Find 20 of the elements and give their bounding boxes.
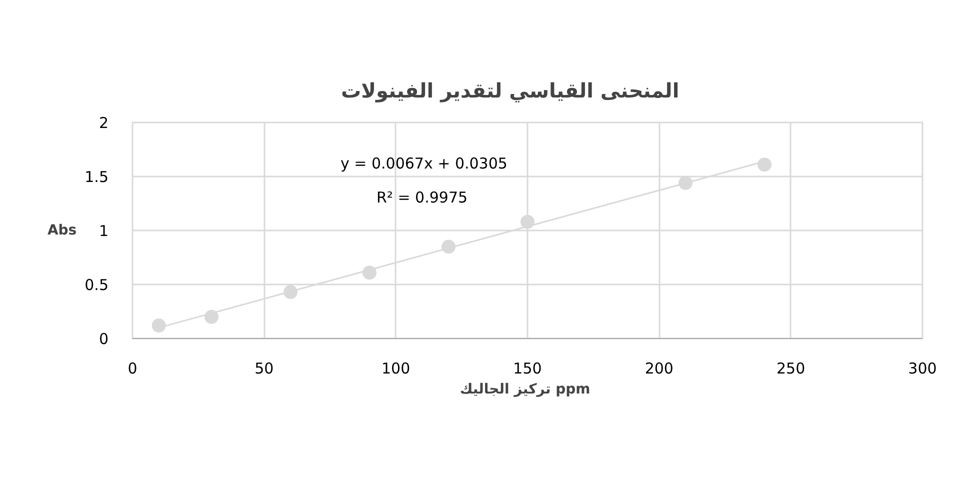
annotation: R² = 0.9975 (376, 188, 468, 206)
x-axis-title: تركيز الجاليك ppm (460, 382, 590, 398)
x-tick-label: 200 (644, 360, 674, 378)
x-tick-label: 0 (128, 360, 138, 378)
x-tick-label: 50 (254, 360, 274, 378)
x-tick-label: 250 (776, 360, 806, 378)
y-tick-label: 0 (98, 330, 109, 348)
x-tick-label: 150 (513, 360, 542, 378)
y-tick-label: 2 (98, 114, 109, 132)
x-tick-label: 300 (908, 360, 937, 378)
y-axis-title: Abs (47, 222, 77, 238)
y-tick-label: 0.5 (84, 276, 109, 294)
x-tick-label: 100 (382, 360, 410, 378)
y-tick-label: 1.5 (84, 168, 109, 186)
point (758, 158, 772, 172)
y-tick-label: 1 (98, 222, 109, 240)
chart-title: المنحنى القياسي لتقدير الفينولات (341, 78, 680, 102)
point (152, 318, 166, 333)
point (520, 214, 534, 229)
annotation: y = 0.0067x + 0.0305 (340, 154, 508, 172)
